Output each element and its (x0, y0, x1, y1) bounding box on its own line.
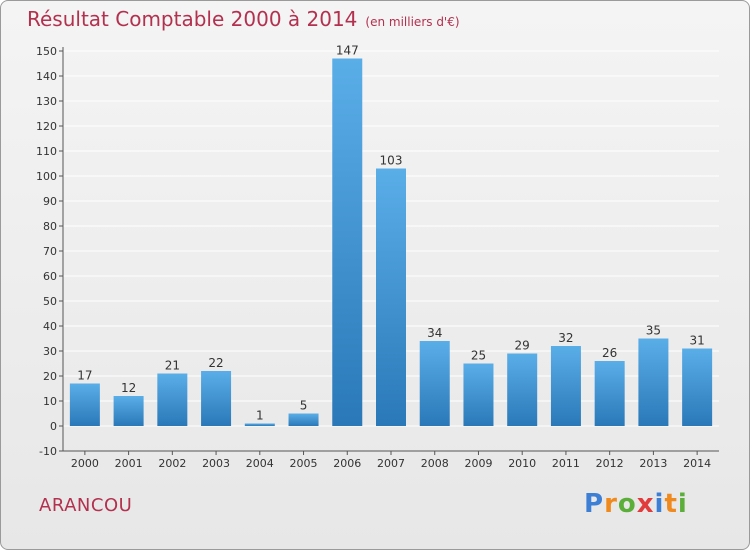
value-label: 26 (602, 346, 617, 360)
bar-2003 (201, 371, 232, 426)
bar-2005 (288, 413, 319, 426)
value-label: 147 (336, 44, 359, 58)
y-tick-label: 100 (36, 170, 57, 183)
bar-2002 (157, 373, 188, 426)
value-label: 5 (300, 399, 308, 413)
value-label: 1 (256, 409, 264, 423)
chart-title: Résultat Comptable 2000 à 2014 (en millie… (27, 7, 460, 31)
x-tick-label: 2001 (115, 457, 143, 470)
x-tick-label: 2014 (683, 457, 711, 470)
value-label: 22 (208, 356, 223, 370)
logo-letter: P (584, 489, 605, 519)
y-tick-label: 110 (36, 145, 57, 158)
x-tick-label: 2013 (639, 457, 667, 470)
logo-letter: i (654, 489, 665, 519)
chart-subtitle: (en milliers d'€) (365, 15, 460, 29)
value-label: 29 (515, 339, 530, 353)
logo-letter: r (604, 489, 618, 519)
y-tick-label: 30 (43, 345, 57, 358)
y-tick-label: 10 (43, 395, 57, 408)
logo-letter: x (636, 489, 655, 519)
bar-2000 (69, 383, 100, 426)
x-tick-label: 2004 (246, 457, 274, 470)
y-tick-labels: -10 0 10 20 30 40 50 60 70 80 90 100 110 120 130 140 150 (36, 45, 57, 458)
value-label: 32 (558, 331, 573, 345)
bar-2008 (419, 341, 450, 426)
value-label: 103 (380, 154, 403, 168)
value-label: 34 (427, 326, 442, 340)
bar-2001 (113, 396, 144, 426)
x-tick-label: 2009 (464, 457, 492, 470)
value-label: 12 (121, 381, 136, 395)
y-tick-label: 150 (36, 45, 57, 58)
bar-2011 (550, 346, 581, 426)
x-tick-label: 2006 (333, 457, 361, 470)
y-tick-label: 70 (43, 245, 57, 258)
bar-2014 (682, 348, 713, 426)
bar-2009 (463, 363, 494, 426)
bar-2006 (332, 58, 363, 426)
title-text: Résultat Comptable 2000 à 2014 (27, 7, 358, 31)
value-label: 25 (471, 349, 486, 363)
y-tick-label: 20 (43, 370, 57, 383)
y-tick-label: 130 (36, 95, 57, 108)
x-tick-label: 2005 (290, 457, 318, 470)
x-tick-label: 2003 (202, 457, 230, 470)
y-tick-label: 80 (43, 220, 57, 233)
value-label: 35 (646, 324, 661, 338)
value-label: 21 (165, 359, 180, 373)
bar-2010 (507, 353, 538, 426)
x-tick-label: 2011 (552, 457, 580, 470)
proxiti-logo: Proxiti (584, 489, 688, 519)
y-tick-label: 120 (36, 120, 57, 133)
x-tick-label: 2002 (158, 457, 186, 470)
value-label: 31 (689, 334, 704, 348)
commune-name: ARANCOU (39, 495, 133, 516)
y-tick-label: -10 (39, 445, 57, 458)
y-tick-label: 140 (36, 70, 57, 83)
y-tick-label: 40 (43, 320, 57, 333)
bar-2007 (376, 168, 406, 426)
x-tick-label: 2012 (596, 457, 624, 470)
logo-letter: o (617, 489, 637, 519)
y-tick-label: 50 (43, 295, 57, 308)
y-tick-label: 60 (43, 270, 57, 283)
x-tick-label: 2010 (508, 457, 536, 470)
y-tick-label: 90 (43, 195, 57, 208)
x-tick-labels: 2000 2001 2002 2003 2004 2005 2006 2007 2008 2009… (71, 451, 711, 470)
y-tick-label: 0 (50, 420, 57, 433)
logo-letter: t (664, 489, 678, 519)
bar-2004 (244, 423, 275, 426)
bar-2013 (638, 338, 669, 426)
x-tick-label: 2008 (421, 457, 449, 470)
x-tick-label: 2000 (71, 457, 99, 470)
x-tick-label: 2007 (377, 457, 405, 470)
value-label: 17 (77, 369, 92, 383)
bar-2012 (594, 361, 625, 426)
logo-letter: i (677, 489, 688, 519)
bars (69, 58, 713, 426)
